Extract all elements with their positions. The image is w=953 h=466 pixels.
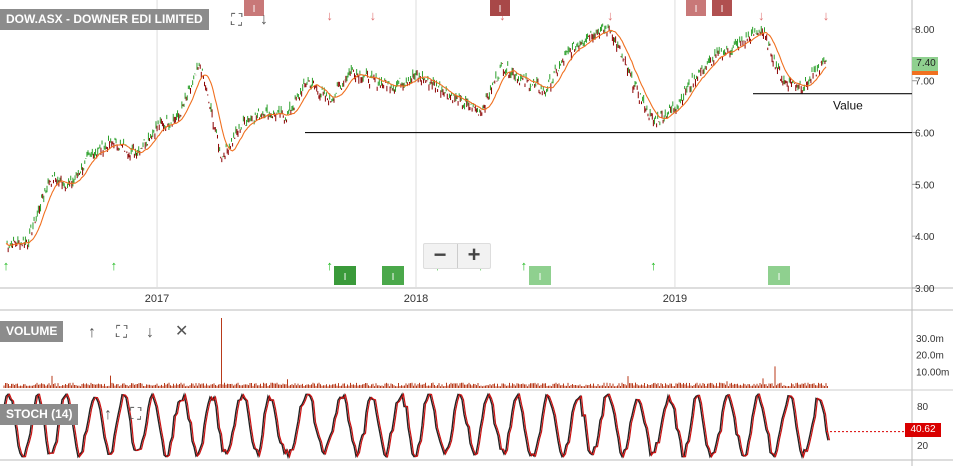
stoch-axis-label: 80	[917, 402, 929, 413]
event-badge	[712, 0, 732, 16]
y-tick-label: 7.00	[915, 77, 935, 88]
ma-badge-bg	[912, 71, 938, 75]
event-badge	[768, 266, 790, 285]
event-badge	[334, 266, 356, 285]
x-tick-label: 2018	[404, 293, 428, 305]
volume-axis-label: 20.0m	[916, 351, 944, 362]
sell-arrow-icon: ↓	[326, 8, 333, 23]
stoch-panel-title[interactable]: STOCH (14)	[0, 404, 79, 425]
buy-arrow-icon: ↑	[3, 258, 10, 273]
sell-arrow-icon: ↓	[607, 8, 614, 23]
fullscreen-icon[interactable]: ⛶	[130, 406, 142, 423]
event-badge	[686, 0, 706, 16]
zoom-control: − +	[423, 243, 491, 269]
arrow-down-icon[interactable]: ↓	[260, 11, 268, 28]
event-badge-label: I	[695, 4, 698, 15]
last-price-badge-bg	[912, 57, 938, 71]
event-badge-label: I	[778, 272, 781, 283]
fullscreen-icon[interactable]: ⛶	[116, 324, 128, 341]
event-badge	[382, 266, 404, 285]
sell-arrow-icon: ↓	[758, 8, 765, 23]
zoom-out-button[interactable]: −	[433, 242, 447, 267]
arrow-up-icon[interactable]: ↑	[104, 406, 112, 423]
fullscreen-icon[interactable]: ⛶	[231, 12, 243, 29]
close-icon[interactable]: ✕	[175, 323, 189, 340]
sell-arrow-icon: ↓	[823, 8, 830, 23]
stoch-value-badge: 40.62	[905, 423, 941, 437]
x-tick-label: 2017	[145, 293, 169, 305]
volume-panel-title[interactable]: VOLUME	[0, 321, 64, 342]
y-tick-label: 5.00	[915, 180, 935, 191]
y-tick-label: 3.00	[915, 284, 935, 295]
volume-axis-label: 30.0m	[916, 334, 944, 345]
event-badge	[490, 0, 510, 16]
event-badge	[244, 0, 264, 16]
stoch-axis-label: 20	[917, 441, 929, 452]
price-panel-title[interactable]: DOW.ASX - DOWNER EDI LIMITED	[0, 9, 209, 30]
value-annotation: Value	[833, 99, 863, 113]
stoch-d-line	[4, 392, 831, 459]
y-tick-label: 4.00	[915, 232, 935, 243]
buy-arrow-icon: ↑	[650, 258, 657, 273]
buy-arrow-icon: ↑	[111, 258, 118, 273]
sell-arrow-icon: ↓	[370, 8, 377, 23]
moving-average-line	[5, 29, 827, 246]
buy-arrow-icon: ↑	[326, 258, 333, 273]
arrow-down-icon[interactable]: ↓	[146, 324, 154, 341]
y-tick-label: 8.00	[915, 25, 935, 36]
arrow-up-icon[interactable]: ↑	[88, 324, 96, 341]
event-badge-label: I	[539, 272, 542, 283]
event-badge-label: I	[253, 4, 256, 15]
buy-arrow-icon: ↑	[521, 258, 528, 273]
event-badge	[529, 266, 551, 285]
volume-axis-label: 10.00m	[916, 367, 949, 378]
last-price-badge: 7.40	[916, 58, 936, 69]
y-tick-label: 6.00	[915, 129, 935, 140]
event-badge-label: I	[344, 272, 347, 283]
zoom-in-button[interactable]: +	[457, 244, 490, 268]
event-badge-label: I	[499, 4, 502, 15]
event-badge-label: I	[721, 4, 724, 15]
event-badge-label: I	[392, 272, 395, 283]
x-tick-label: 2019	[663, 293, 687, 305]
